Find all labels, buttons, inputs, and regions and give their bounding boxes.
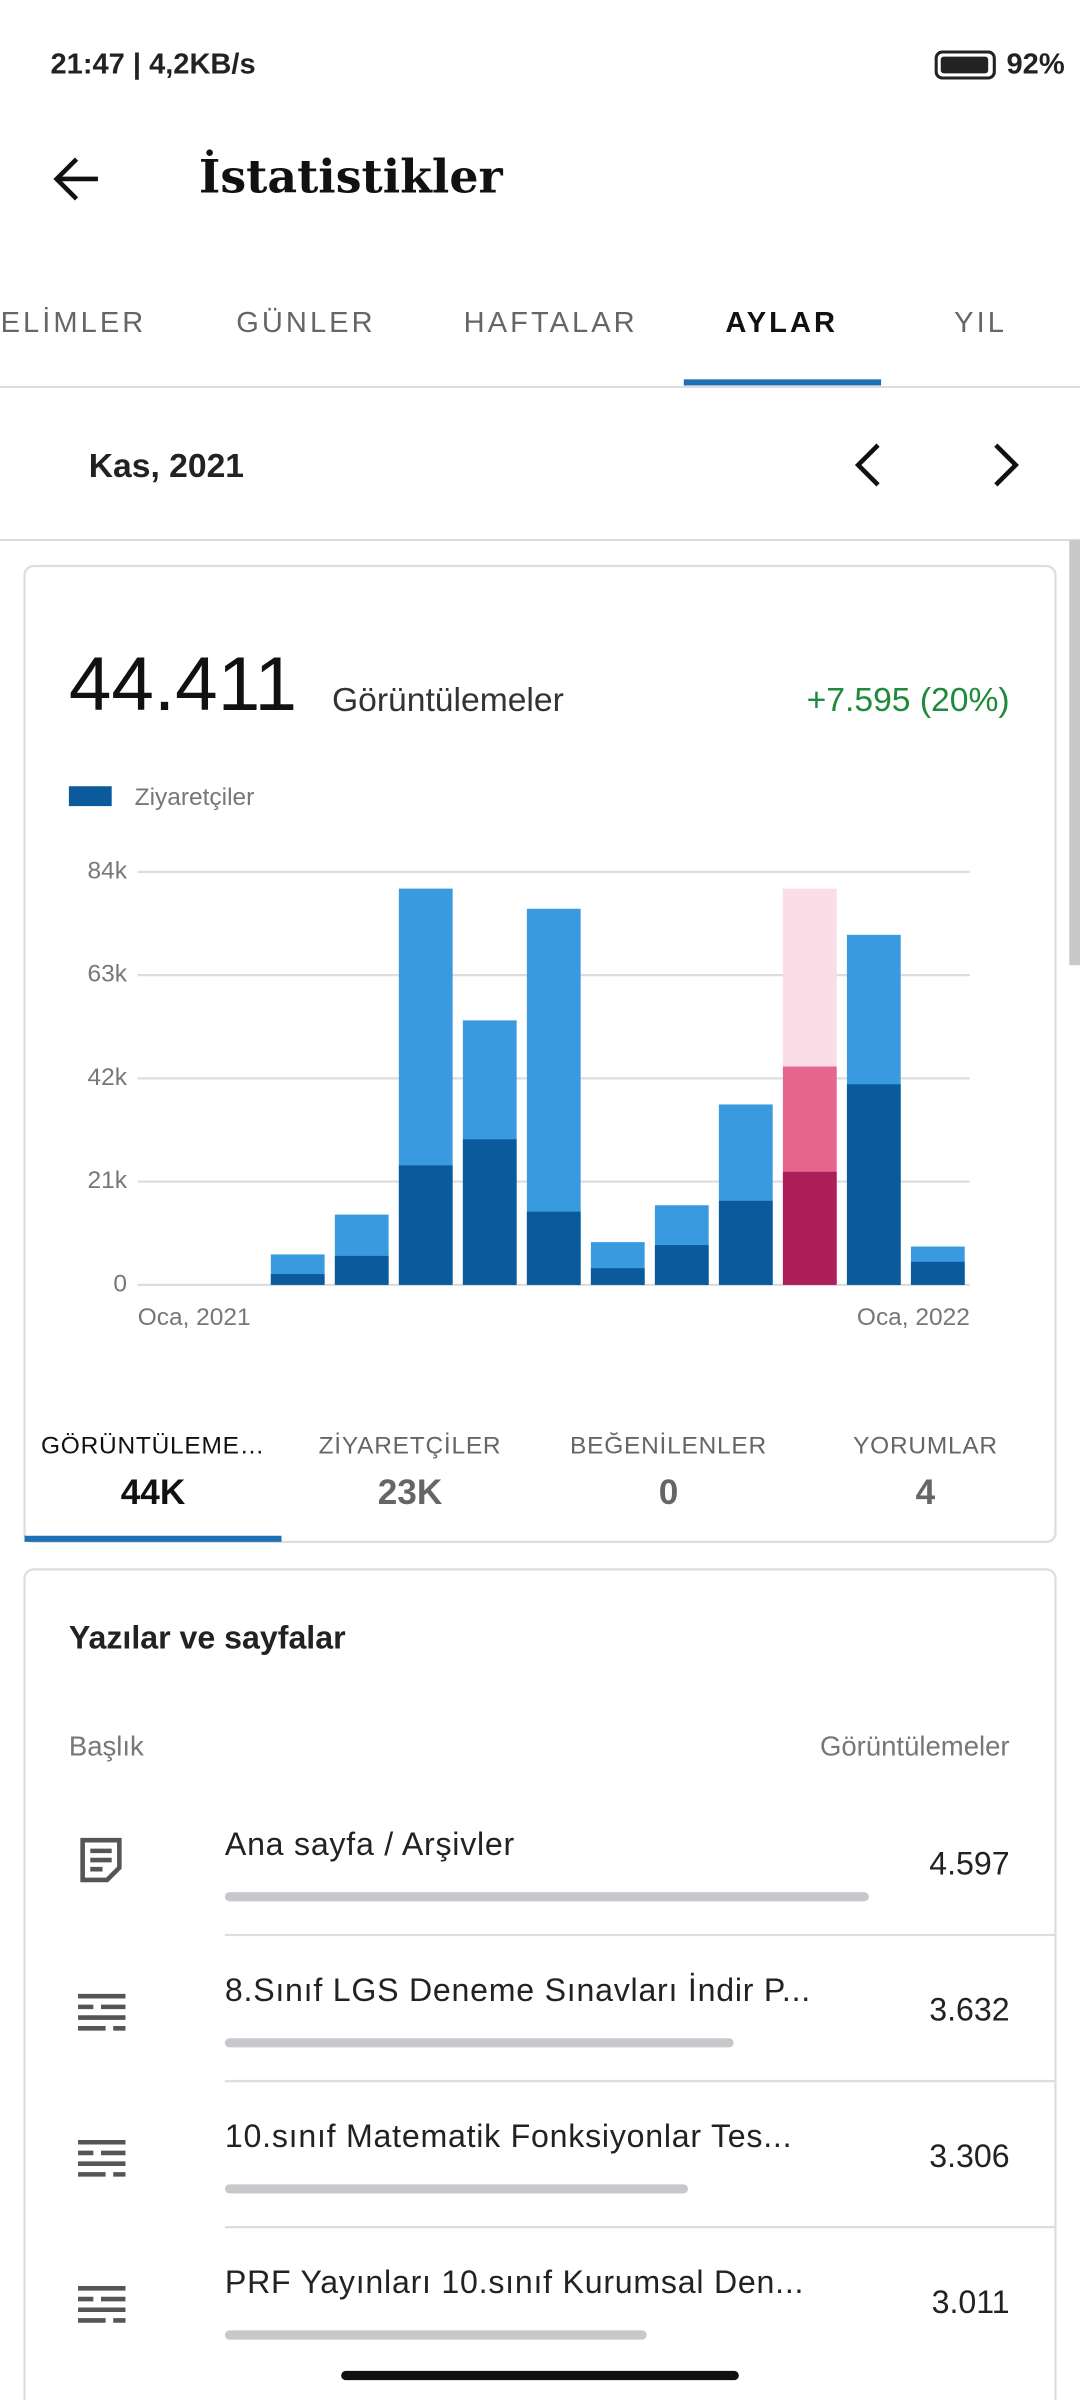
stat-value[interactable]: 0 <box>659 1473 679 1512</box>
view-bar <box>224 2184 689 2194</box>
stat-label[interactable]: GÖRÜNTÜLEME… <box>41 1433 265 1460</box>
total-label: Görüntülemeler <box>332 682 564 719</box>
x-tick-label: Oca, 2021 <box>138 1304 251 1331</box>
column-views: Görüntülemeler <box>820 1731 1010 1762</box>
post-title[interactable]: 8.Sınıf LGS Deneme Sınavları İndir P... <box>225 1972 811 2008</box>
tab[interactable]: ELİMLER <box>1 306 147 339</box>
bar <box>334 1255 389 1285</box>
period-label: Kas, 2021 <box>89 448 244 485</box>
y-tick-label: 42k <box>88 1064 128 1091</box>
view-bar <box>224 1892 869 1902</box>
post-views: 3.632 <box>929 1992 1009 2028</box>
status-time: 21:47 | 4,2KB/s <box>51 48 256 80</box>
stat-value[interactable]: 44K <box>121 1473 186 1512</box>
page-icon <box>80 1837 122 1883</box>
stat-label[interactable]: YORUMLAR <box>853 1433 998 1460</box>
stat-value[interactable]: 4 <box>916 1473 936 1512</box>
home-indicator <box>341 2370 739 2381</box>
status-battery: 92% <box>1007 48 1065 80</box>
tab-indicator <box>683 379 882 386</box>
tab[interactable]: YIL <box>954 307 1007 339</box>
stat-indicator <box>24 1535 282 1542</box>
view-bar <box>224 2330 647 2340</box>
bar <box>526 1211 581 1285</box>
post-views: 4.597 <box>929 1846 1009 1882</box>
back-button[interactable] <box>53 157 98 201</box>
post-views: 3.306 <box>929 2138 1009 2174</box>
stat-tabs: GÖRÜNTÜLEME… 44K ZİYARETÇİLER 23K BEĞENİLENL… <box>24 1433 998 1542</box>
bar <box>846 1084 901 1285</box>
y-tick-label: 84k <box>88 857 128 884</box>
tab[interactable]: GÜNLER <box>236 307 375 339</box>
posts-title: Yazılar ve sayfalar <box>69 1619 346 1655</box>
battery-icon <box>934 50 996 80</box>
stat-label[interactable]: ZİYARETÇİLER <box>319 1433 502 1460</box>
view-bar <box>224 2038 734 2048</box>
bar <box>462 1139 517 1285</box>
column-title: Başlık <box>69 1731 144 1762</box>
post-views: 3.011 <box>932 2284 1010 2320</box>
post-list: Ana sayfa / Arşivler 4.597 8.Sınıf LGS Den… <box>78 1826 1056 2340</box>
bar <box>270 1274 325 1285</box>
total-views: 44.411 <box>69 642 297 727</box>
post-icon <box>78 2286 126 2323</box>
y-tick-label: 21k <box>88 1167 128 1194</box>
tab[interactable]: HAFTALAR <box>464 307 638 339</box>
bar <box>590 1268 645 1285</box>
page-title: İstatistikler <box>199 148 504 203</box>
y-tick-label: 63k <box>88 961 128 988</box>
x-tick-label: Oca, 2022 <box>857 1304 970 1331</box>
chart: 0 21k 42k 63k 84k Ziyaretçiler Oca, 2021 Oca, 2… <box>68 784 970 1331</box>
legend-label: Ziyaretçiler <box>135 784 255 811</box>
post-icon <box>78 2139 126 2177</box>
post-icon <box>78 1993 126 2031</box>
previous-button[interactable] <box>854 443 880 487</box>
legend-swatch <box>68 786 112 807</box>
bar <box>910 1261 965 1285</box>
post-title[interactable]: PRF Yayınları 10.sınıf Kurumsal Den... <box>225 2264 804 2300</box>
y-tick-label: 0 <box>113 1270 127 1297</box>
change: +7.595 (20%) <box>807 682 1010 719</box>
bar <box>782 1171 837 1285</box>
tab-bar: ELİMLER GÜNLER HAFTALAR AYLAR YIL <box>1 306 1007 386</box>
bar <box>654 1245 709 1285</box>
bar <box>398 1165 453 1285</box>
bar <box>718 1200 773 1285</box>
post-title[interactable]: 10.sınıf Matematik Fonksiyonlar Tes... <box>225 2118 792 2154</box>
post-title[interactable]: Ana sayfa / Arşivler <box>225 1826 515 1862</box>
scrollbar <box>1069 539 1080 966</box>
stat-label[interactable]: BEĞENİLENLER <box>570 1433 767 1460</box>
tab[interactable]: AYLAR <box>725 307 838 339</box>
battery-level <box>940 56 989 74</box>
stat-value[interactable]: 23K <box>378 1473 443 1512</box>
next-button[interactable] <box>994 443 1019 487</box>
